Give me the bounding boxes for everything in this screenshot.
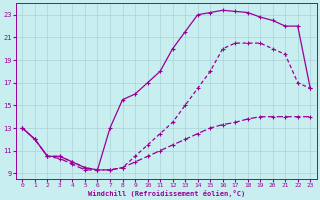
X-axis label: Windchill (Refroidissement éolien,°C): Windchill (Refroidissement éolien,°C) [88,190,245,197]
